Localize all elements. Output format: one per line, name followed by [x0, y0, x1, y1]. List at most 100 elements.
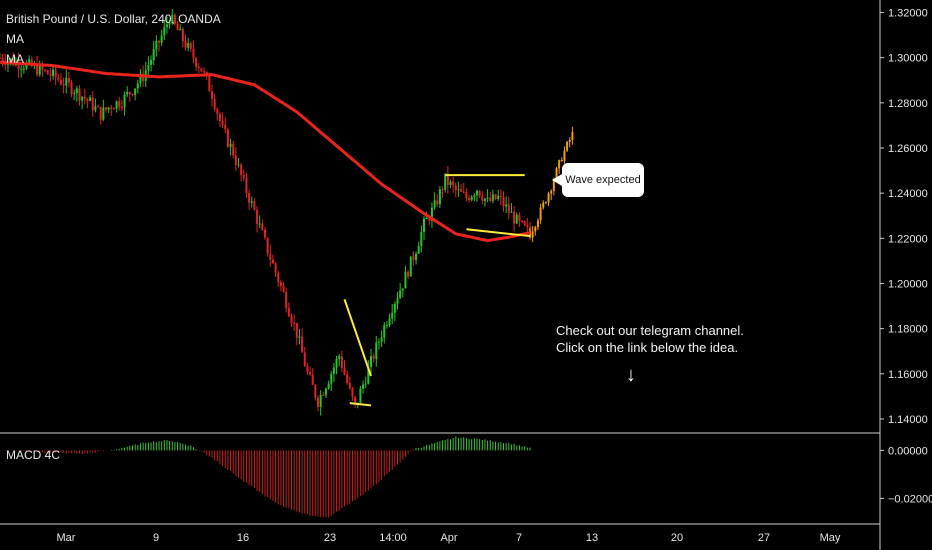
- candle: [319, 394, 322, 407]
- candle: [343, 368, 346, 375]
- projection-candle: [550, 190, 553, 194]
- candle: [240, 164, 243, 176]
- candle: [41, 64, 44, 70]
- candle: [0, 57, 1, 59]
- candle: [452, 181, 455, 186]
- candle: [234, 155, 237, 166]
- x-tick-label: 9: [153, 532, 159, 544]
- ma-label-1[interactable]: MA: [6, 32, 24, 46]
- wave-expected-callout: Wave expected: [552, 163, 644, 197]
- candle: [351, 388, 354, 397]
- candle: [83, 96, 86, 99]
- candle: [483, 198, 486, 201]
- candle: [476, 190, 478, 196]
- candle: [208, 75, 211, 92]
- candle: [513, 211, 516, 224]
- candle: [120, 107, 123, 109]
- candle: [224, 124, 227, 130]
- candle: [107, 107, 110, 110]
- candle: [330, 373, 333, 384]
- candle: [89, 97, 92, 101]
- candle: [465, 192, 468, 199]
- ma-label-2[interactable]: MA: [6, 52, 24, 66]
- candle: [497, 195, 500, 200]
- candle: [295, 322, 298, 338]
- candle: [354, 396, 357, 405]
- candle: [59, 79, 62, 85]
- candle: [226, 129, 229, 147]
- candle: [160, 35, 163, 43]
- candle: [468, 198, 471, 201]
- price-tick-label: 1.24000: [888, 188, 928, 200]
- candle: [428, 218, 431, 221]
- candle: [94, 106, 97, 111]
- candle: [171, 14, 174, 24]
- candle: [396, 298, 399, 304]
- candle: [147, 65, 150, 71]
- candle: [412, 256, 415, 261]
- candle: [385, 325, 388, 327]
- candle: [338, 356, 341, 360]
- candle: [102, 107, 105, 120]
- price-tick-label: 1.26000: [888, 143, 928, 155]
- projection-candle: [544, 202, 547, 204]
- candle: [494, 194, 497, 200]
- candle: [433, 200, 436, 208]
- price-tick-label: 1.32000: [888, 8, 928, 20]
- projection-candle: [560, 160, 563, 162]
- candle: [290, 316, 293, 323]
- candle: [213, 98, 216, 110]
- candle: [136, 83, 139, 89]
- candle: [274, 263, 277, 273]
- candle: [423, 218, 425, 232]
- candle: [409, 256, 412, 277]
- candle: [112, 108, 115, 110]
- candle: [1, 57, 4, 62]
- candle: [481, 196, 484, 201]
- macd-label[interactable]: MACD 4C: [6, 448, 61, 462]
- candle: [306, 366, 309, 373]
- projection-candle: [568, 140, 571, 142]
- candle: [179, 28, 182, 31]
- projection-candle: [536, 220, 539, 228]
- trendline: [343, 298, 372, 377]
- candle: [449, 181, 452, 185]
- candle: [123, 94, 126, 108]
- candle: [237, 164, 240, 166]
- candle: [115, 101, 118, 109]
- candle: [176, 23, 179, 31]
- candle: [46, 70, 49, 75]
- moving-average-line: [0, 60, 531, 243]
- candle: [264, 230, 266, 238]
- candle: [401, 288, 404, 291]
- candle: [57, 77, 60, 80]
- candle: [372, 356, 375, 359]
- candle: [287, 308, 290, 317]
- candle: [425, 218, 428, 220]
- candle: [195, 58, 198, 67]
- candle: [187, 43, 190, 48]
- candle: [52, 69, 54, 76]
- projection-candle: [571, 132, 574, 141]
- candle: [67, 77, 70, 83]
- candle: [105, 107, 107, 110]
- callout-text: Wave expected: [565, 174, 641, 186]
- candle: [327, 383, 330, 389]
- candle: [165, 24, 168, 28]
- candle: [444, 173, 447, 190]
- candle: [521, 220, 524, 222]
- candle: [462, 191, 465, 193]
- candle: [110, 107, 113, 109]
- candle: [470, 196, 473, 201]
- projection-candle: [558, 160, 561, 169]
- macd-pane: [0, 436, 531, 518]
- candle: [229, 143, 232, 147]
- candle: [454, 185, 457, 191]
- projection-candle: [542, 202, 545, 208]
- candle: [155, 40, 158, 50]
- candle: [499, 195, 502, 198]
- candle: [73, 93, 76, 95]
- candle: [478, 190, 481, 197]
